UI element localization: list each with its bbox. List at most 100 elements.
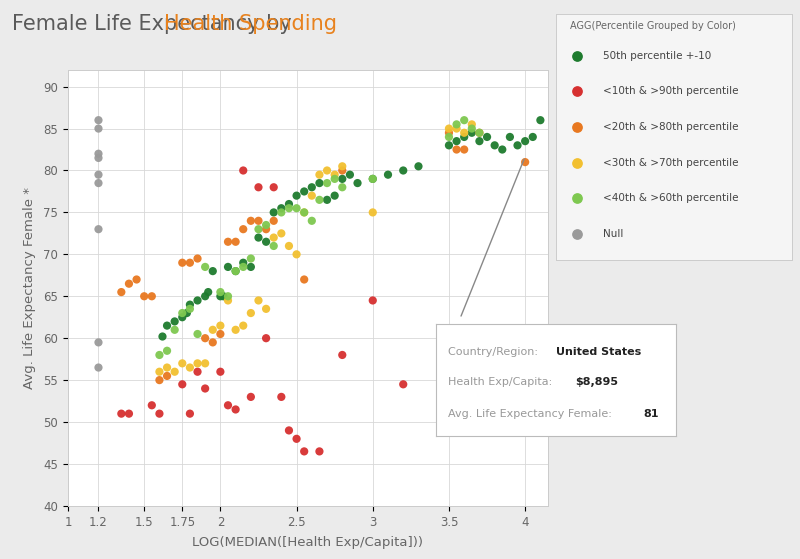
- Text: <20th & >80th percentile: <20th & >80th percentile: [603, 122, 738, 132]
- Point: [92, 179, 105, 188]
- Point: [298, 275, 310, 284]
- Point: [146, 292, 158, 301]
- Point: [237, 258, 250, 267]
- Point: [161, 321, 174, 330]
- Point: [351, 179, 364, 188]
- Point: [252, 225, 265, 234]
- Point: [230, 325, 242, 334]
- Point: [571, 122, 584, 131]
- Point: [191, 329, 204, 338]
- Point: [130, 275, 143, 284]
- Text: <10th & >90th percentile: <10th & >90th percentile: [603, 87, 738, 97]
- Point: [313, 179, 326, 188]
- Point: [237, 321, 250, 330]
- Point: [92, 154, 105, 163]
- Point: [153, 350, 166, 359]
- Point: [458, 116, 470, 125]
- Point: [267, 241, 280, 250]
- Point: [202, 287, 214, 296]
- Point: [237, 263, 250, 272]
- Point: [321, 195, 334, 204]
- Point: [366, 174, 379, 183]
- Point: [176, 380, 189, 389]
- Point: [92, 363, 105, 372]
- Point: [153, 376, 166, 385]
- Point: [260, 225, 273, 234]
- Point: [252, 233, 265, 242]
- Text: Null: Null: [603, 229, 623, 239]
- Point: [191, 254, 204, 263]
- Point: [488, 141, 501, 150]
- Point: [450, 124, 463, 133]
- Point: [313, 195, 326, 204]
- Point: [458, 132, 470, 141]
- Point: [206, 325, 219, 334]
- Text: Country/Region:: Country/Region:: [448, 347, 542, 357]
- Point: [321, 179, 334, 188]
- Point: [343, 170, 356, 179]
- Point: [275, 392, 288, 401]
- Point: [366, 296, 379, 305]
- Point: [397, 380, 410, 389]
- Point: [336, 350, 349, 359]
- Point: [298, 187, 310, 196]
- Point: [214, 287, 226, 296]
- Text: <30th & >70th percentile: <30th & >70th percentile: [603, 158, 738, 168]
- Point: [267, 208, 280, 217]
- X-axis label: LOG(MEDIAN([Health Exp/Capita])): LOG(MEDIAN([Health Exp/Capita])): [193, 536, 423, 548]
- Point: [442, 141, 455, 150]
- Point: [275, 229, 288, 238]
- Point: [198, 384, 211, 393]
- Point: [442, 132, 455, 141]
- Point: [481, 132, 494, 141]
- Text: Avg. Life Expectancy Female:: Avg. Life Expectancy Female:: [448, 409, 615, 419]
- Point: [214, 367, 226, 376]
- Point: [298, 208, 310, 217]
- Text: 81: 81: [643, 409, 658, 419]
- Text: AGG(Percentile Grouped by Color): AGG(Percentile Grouped by Color): [570, 21, 736, 31]
- Text: Health Exp/Capita:: Health Exp/Capita:: [448, 377, 556, 387]
- Point: [168, 325, 181, 334]
- Point: [191, 367, 204, 376]
- Point: [122, 280, 135, 288]
- Point: [237, 225, 250, 234]
- Point: [146, 401, 158, 410]
- Point: [442, 124, 455, 133]
- Point: [222, 263, 234, 272]
- Point: [571, 87, 584, 96]
- Point: [290, 191, 303, 200]
- Point: [92, 124, 105, 133]
- Point: [336, 174, 349, 183]
- Point: [230, 405, 242, 414]
- Text: $8,895: $8,895: [576, 377, 618, 387]
- Point: [328, 174, 341, 183]
- Point: [122, 409, 135, 418]
- Text: 50th percentile +-10: 50th percentile +-10: [603, 51, 711, 61]
- Point: [198, 334, 211, 343]
- Point: [176, 359, 189, 368]
- Point: [183, 300, 196, 309]
- Point: [206, 338, 219, 347]
- Y-axis label: Avg. Life Expectancy Female *: Avg. Life Expectancy Female *: [23, 187, 37, 389]
- Point: [176, 258, 189, 267]
- Point: [526, 132, 539, 141]
- Point: [252, 296, 265, 305]
- Point: [571, 158, 584, 167]
- Point: [183, 304, 196, 313]
- Point: [412, 162, 425, 171]
- Text: Health Spending: Health Spending: [164, 14, 337, 34]
- Point: [181, 309, 194, 318]
- Point: [214, 321, 226, 330]
- Point: [306, 216, 318, 225]
- Point: [534, 116, 546, 125]
- Point: [222, 296, 234, 305]
- Point: [252, 183, 265, 192]
- Point: [366, 174, 379, 183]
- Point: [245, 254, 258, 263]
- Point: [275, 203, 288, 212]
- Point: [222, 237, 234, 246]
- Point: [306, 183, 318, 192]
- Point: [458, 128, 470, 137]
- Point: [260, 220, 273, 229]
- Point: [328, 191, 341, 200]
